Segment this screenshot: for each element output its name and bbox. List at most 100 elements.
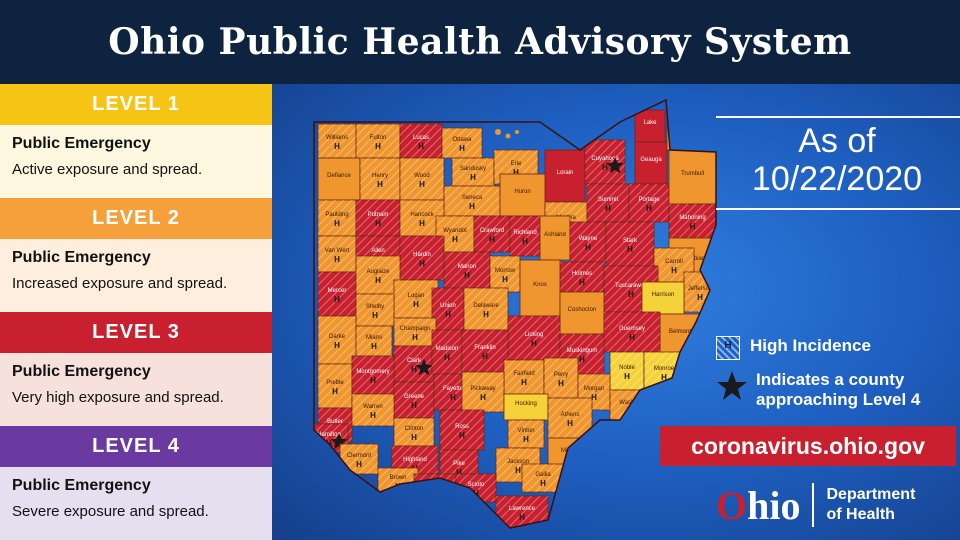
high-incidence-hatch <box>400 124 442 158</box>
county-label: Jackson <box>507 459 529 465</box>
county-label: Ross <box>455 424 469 430</box>
high-incidence-mark: H <box>411 401 417 410</box>
high-incidence-mark: H <box>459 431 465 440</box>
county-label: Meigs <box>561 448 577 454</box>
county-label: Hocking <box>515 401 537 407</box>
high-incidence-mark: H <box>697 293 703 302</box>
high-incidence-mark: H <box>523 435 529 444</box>
county-label: Crawford <box>480 228 504 234</box>
county-label: Montgomery <box>356 369 389 375</box>
high-incidence-mark: H <box>456 468 462 477</box>
high-incidence-mark: H <box>671 266 677 275</box>
high-incidence-mark: H <box>480 393 486 402</box>
high-incidence-hatch <box>508 316 560 360</box>
high-incidence-hatch <box>444 252 490 288</box>
level-4-body: Public Emergency Severe exposure and spr… <box>0 467 272 540</box>
county-label: Putnam <box>368 212 389 218</box>
county-label: Lorain <box>557 170 574 176</box>
county-trumbull: Trumbull <box>668 149 716 205</box>
county-harrison: Harrison <box>641 281 685 315</box>
high-incidence-hatch <box>432 330 462 374</box>
county-label: Mercer <box>328 288 347 294</box>
ohio-wordmark-rest: hio <box>747 482 801 528</box>
county-label: Erie <box>511 161 522 167</box>
county-label: Athens <box>561 412 580 418</box>
high-incidence-mark: H <box>690 222 696 231</box>
county-geauga: Geauga <box>634 141 668 185</box>
county-label: Shelby <box>366 304 384 310</box>
county-label: Adams <box>426 481 445 487</box>
county-label: Huron <box>514 189 530 195</box>
high-incidence-hatch <box>544 358 578 398</box>
high-incidence-mark: H <box>519 513 525 522</box>
county-label: Fayette <box>443 386 464 392</box>
as-of-date: As of 10/22/2020 <box>722 122 952 198</box>
level-2-description: Increased exposure and spread. <box>12 275 228 292</box>
county-label: Monroe <box>654 366 675 372</box>
county-label: Guernsey <box>619 326 645 332</box>
high-incidence-mark: H <box>521 378 527 387</box>
high-incidence-hatch <box>587 184 629 222</box>
high-incidence-mark: H <box>531 339 537 348</box>
as-of-label: As of <box>798 122 876 160</box>
county-label: Marion <box>458 264 476 270</box>
star-icon <box>330 433 348 450</box>
high-incidence-hatch <box>394 382 434 418</box>
county-label: Muskingum <box>567 348 598 354</box>
county-label: Greene <box>404 394 425 400</box>
county-label: Scioto <box>468 482 485 488</box>
high-incidence-mark: H <box>602 163 608 172</box>
website-link[interactable]: coronavirus.ohio.gov <box>660 426 956 466</box>
high-incidence-hatch <box>464 288 508 330</box>
county-label: Preble <box>326 380 344 386</box>
county-label: Gallia <box>535 472 551 478</box>
county-label: Portage <box>638 197 660 203</box>
county-label: Fulton <box>370 135 387 141</box>
high-incidence-mark: H <box>334 142 340 151</box>
high-incidence-mark: H <box>502 275 508 284</box>
county-label: Cuyahoga <box>591 156 619 162</box>
high-incidence-hatch <box>442 128 482 158</box>
header-bar: Ohio Public Health Advisory System <box>0 0 960 84</box>
county-fill <box>641 281 685 315</box>
high-incidence-mark: H <box>334 219 340 228</box>
county-label: Ottawa <box>452 137 472 143</box>
county-label: Trumbull <box>681 171 704 177</box>
county-label: Madison <box>436 346 459 352</box>
odh-logo: Ohio Department of Health <box>716 480 960 530</box>
level-3-band: LEVEL 3 <box>0 312 272 353</box>
key-star-line1: Indicates a county <box>756 370 905 389</box>
high-incidence-mark: H <box>489 235 495 244</box>
county-label: Hamilton <box>317 432 341 438</box>
high-incidence-mark: H <box>646 204 652 213</box>
county-label: Van Wert <box>325 248 350 254</box>
county-belmont: Belmont <box>659 313 701 357</box>
county-label: Miami <box>366 335 382 341</box>
high-incidence-hatch <box>318 316 356 364</box>
high-incidence-mark: H <box>624 372 630 381</box>
county-label: Auglaize <box>366 269 390 275</box>
high-incidence-hatch <box>452 158 494 186</box>
county-label: Fairfield <box>513 371 534 377</box>
page-title: Ohio Public Health Advisory System <box>108 21 852 63</box>
hatch-swatch: H <box>716 336 740 360</box>
